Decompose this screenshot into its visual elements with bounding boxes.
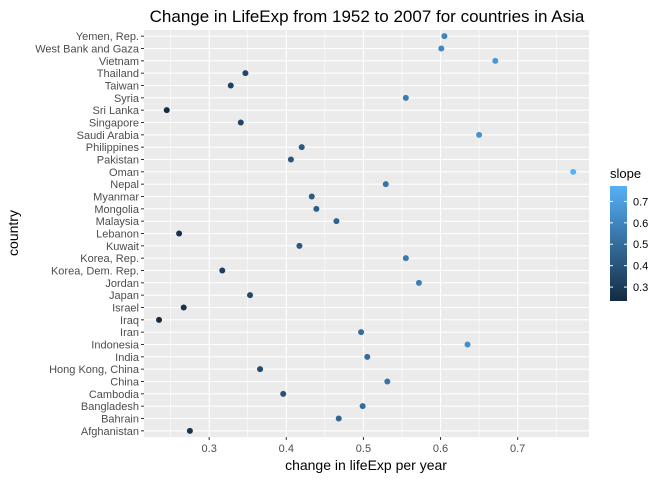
x-axis: 0.3 0.4 0.5 0.6 0.7 (202, 437, 525, 455)
x-tick-label: 0.5 (356, 443, 371, 455)
y-tick-label: Nepal (110, 179, 139, 191)
legend-tick-label: 0.6 (633, 218, 648, 230)
legend-title: slope (610, 166, 641, 181)
data-point (308, 193, 315, 200)
data-point (287, 156, 294, 163)
y-tick-label: Malaysia (96, 216, 140, 228)
y-tick-label: India (115, 352, 140, 364)
data-point (296, 242, 303, 249)
y-tick-label: Jordan (105, 278, 139, 290)
y-tick-label: Bangladesh (81, 401, 139, 413)
chart-title: Change in LifeExp from 1952 to 2007 for … (150, 7, 585, 26)
y-tick-label: Philippines (86, 142, 140, 154)
y-axis-title: country (5, 210, 21, 256)
y-tick-label: Mongolia (94, 204, 140, 216)
y-tick-label: Oman (109, 167, 139, 179)
x-tick-label: 0.4 (279, 443, 294, 455)
y-tick-label: Bahrain (101, 414, 139, 426)
data-point (492, 57, 499, 64)
y-tick-label: Pakistan (97, 155, 139, 167)
y-tick-label: West Bank and Gaza (35, 44, 140, 56)
legend-ticks: 0.3 0.4 0.5 0.6 0.7 (610, 196, 648, 294)
y-tick-label: Sri Lanka (93, 105, 140, 117)
data-point (186, 427, 193, 434)
y-tick-label: Hong Kong, China (49, 364, 140, 376)
y-tick-label: Iraq (120, 315, 139, 327)
data-point (176, 230, 183, 237)
data-point (237, 119, 244, 126)
y-tick-label: Israel (112, 303, 139, 315)
data-point (402, 94, 409, 101)
data-points (156, 33, 577, 434)
y-axis: AfghanistanBahrainBangladeshCambodiaChin… (35, 31, 144, 438)
y-tick-label: Korea, Dem. Rep. (51, 266, 139, 278)
data-point (156, 316, 163, 323)
y-tick-label: Saudi Arabia (77, 130, 140, 142)
data-point (384, 378, 391, 385)
data-point (333, 218, 340, 225)
data-point (464, 341, 471, 348)
data-point (358, 329, 365, 336)
data-point (313, 205, 320, 212)
data-point (280, 390, 287, 397)
data-point (382, 181, 389, 188)
data-point (441, 33, 448, 40)
data-point (247, 292, 254, 299)
data-point (180, 304, 187, 311)
data-point (335, 415, 342, 422)
y-tick-label: Cambodia (89, 389, 140, 401)
y-tick-label: Yemen, Rep. (76, 31, 139, 43)
x-axis-title: change in lifeExp per year (285, 457, 447, 473)
data-point (242, 70, 249, 77)
data-point (438, 45, 445, 52)
data-point (364, 353, 371, 360)
y-tick-label: Japan (109, 290, 139, 302)
legend-tick-label: 0.3 (633, 282, 648, 294)
data-point (227, 82, 234, 89)
data-point (359, 403, 366, 410)
legend-tick-label: 0.4 (633, 261, 648, 273)
y-tick-label: Syria (114, 93, 140, 105)
data-point (257, 366, 264, 373)
y-tick-label: Vietnam (99, 56, 139, 68)
legend-colorbar (610, 186, 627, 301)
data-point (476, 131, 483, 138)
y-tick-label: Afghanistan (81, 426, 139, 438)
legend: slope 0.3 0.4 0.5 0.6 0.7 (610, 166, 648, 301)
data-point (415, 279, 422, 286)
x-tick-label: 0.7 (510, 443, 525, 455)
y-tick-label: China (110, 377, 140, 389)
legend-tick-label: 0.7 (633, 196, 648, 208)
y-tick-label: Korea, Rep. (80, 253, 139, 265)
data-point (219, 267, 226, 274)
x-tick-label: 0.3 (202, 443, 217, 455)
y-tick-label: Singapore (89, 118, 139, 130)
x-tick-label: 0.6 (433, 443, 448, 455)
grid (144, 30, 589, 437)
data-point (298, 144, 305, 151)
legend-tick-label: 0.5 (633, 239, 648, 251)
data-point (163, 107, 170, 114)
y-tick-label: Kuwait (106, 241, 139, 253)
y-tick-label: Lebanon (96, 229, 139, 241)
y-tick-label: Iran (120, 327, 139, 339)
y-tick-label: Indonesia (91, 340, 140, 352)
y-tick-label: Myanmar (93, 192, 139, 204)
data-point (402, 255, 409, 262)
data-point (570, 168, 577, 175)
y-tick-label: Taiwan (105, 81, 139, 93)
y-tick-label: Thailand (97, 68, 139, 80)
